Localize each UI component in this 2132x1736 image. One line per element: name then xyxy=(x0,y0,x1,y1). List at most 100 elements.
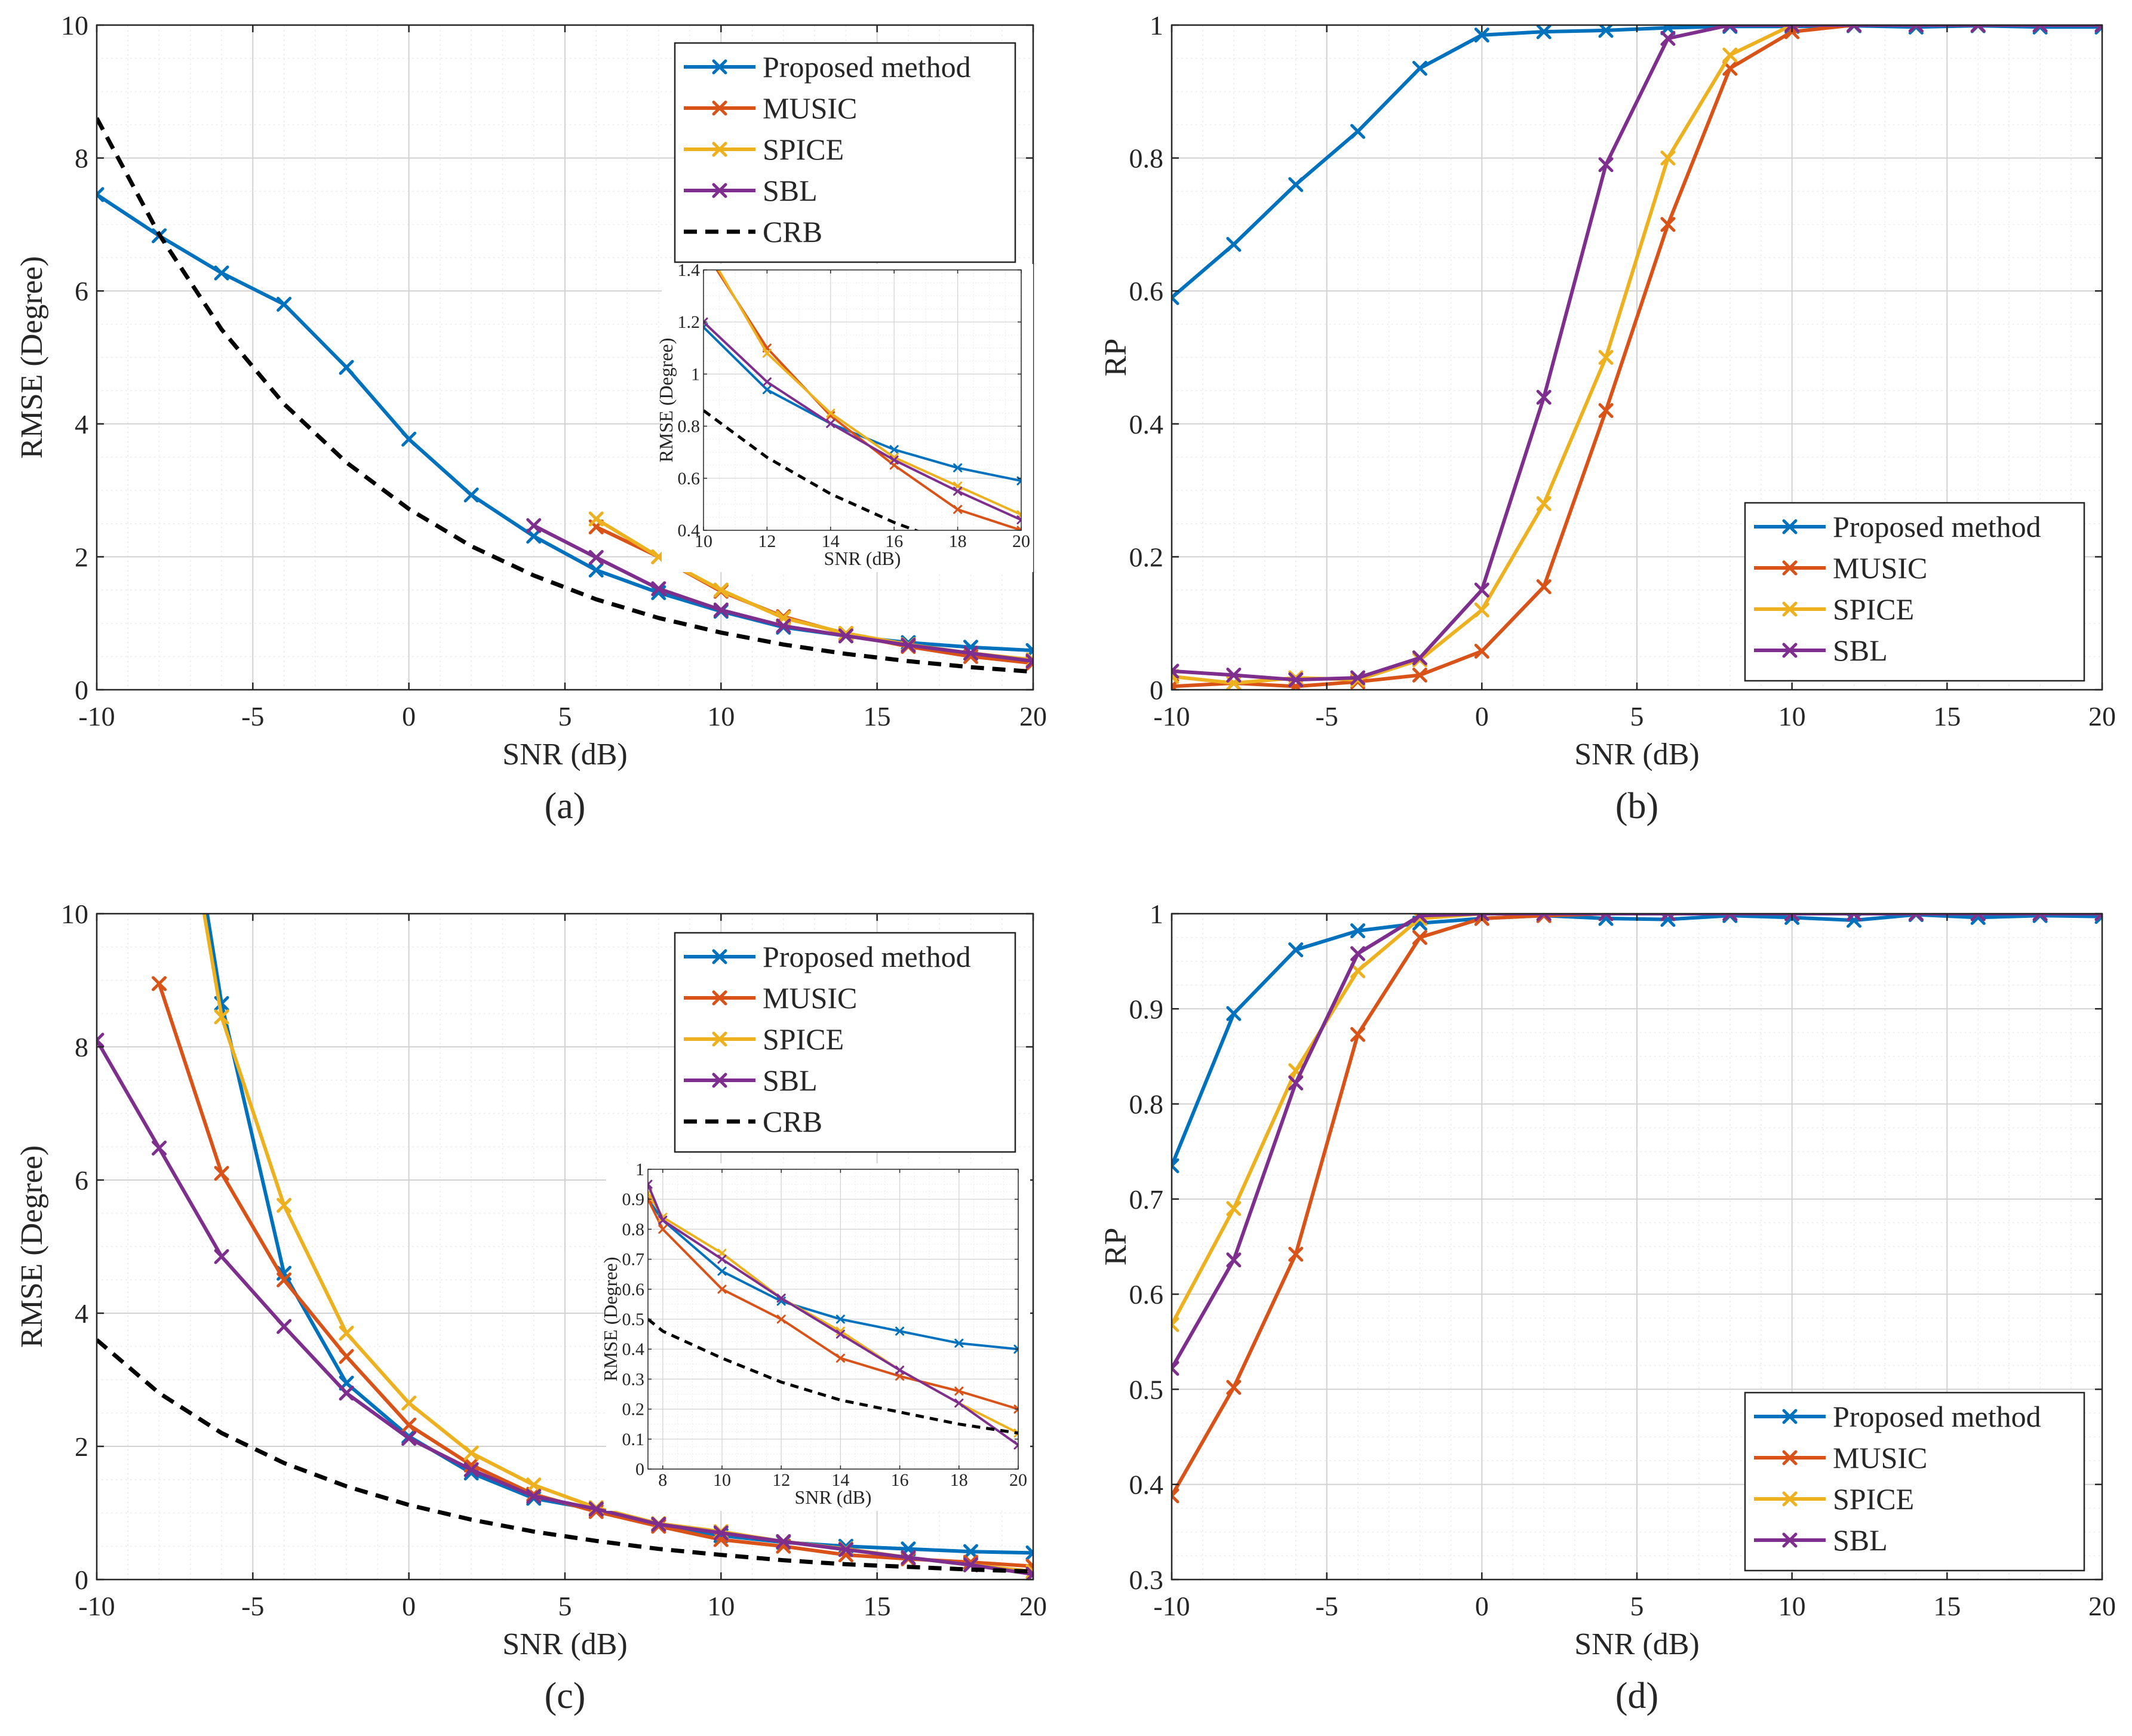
panel-b-point-spice xyxy=(1660,150,1676,166)
panel-c-point-sbl xyxy=(838,1542,853,1557)
panel-c-line-sbl xyxy=(97,1039,1033,1577)
panel-b-point-sbl xyxy=(1288,672,1304,687)
panel-a-inset-point-sbl xyxy=(704,317,708,327)
panel-a-inset-point-sbl xyxy=(889,455,899,465)
panel-d-point-music xyxy=(1350,1027,1366,1042)
panel-b-legend: Proposed method MUSIC SPICE SBL xyxy=(1744,502,2085,682)
panel-a-inset-x-tick-label: 16 xyxy=(885,531,903,551)
panel-c-x-tick-label: 20 xyxy=(1019,1591,1047,1621)
panel-a-inset-y-tick-label: 0.4 xyxy=(678,521,701,540)
panel-b-point-sbl xyxy=(1660,30,1676,46)
panel-a-point-proposed xyxy=(214,265,229,281)
panel-a-point-sbl xyxy=(713,602,729,617)
panel-b-point-sbl xyxy=(2094,25,2102,33)
panel-a-x-tick-label: 5 xyxy=(558,701,572,732)
panel-d-point-spice xyxy=(1226,1201,1242,1216)
panel-a-x-tick-label: 20 xyxy=(1019,701,1047,732)
panel-c-inset-y-tick-label: 1 xyxy=(635,1160,644,1179)
panel-b-point-music xyxy=(1660,217,1676,232)
panel-c-inset-y-tick-label: 0 xyxy=(635,1460,644,1479)
panel-c-point-spice xyxy=(526,1477,542,1493)
panel-b-point-spice xyxy=(1536,496,1552,511)
panel-b-y-tick-label: 0.6 xyxy=(1129,276,1164,306)
panel-a-point-sbl xyxy=(588,550,604,566)
panel-d-point-sbl xyxy=(1970,914,1986,921)
panel-c-inset-point-music xyxy=(717,1285,727,1294)
panel-c-point-sbl xyxy=(901,1550,916,1565)
panel-a-legend-label-crb: CRB xyxy=(763,215,822,248)
panel-c-point-sbl xyxy=(277,1319,292,1334)
panel-a-inset-point-spice xyxy=(826,408,835,418)
panel-c-point-spice xyxy=(463,1445,479,1461)
panel-c-legend-entry-spice: SPICE xyxy=(684,1022,844,1056)
panel-d-point-proposed xyxy=(1288,942,1304,958)
panel-c-point-spice xyxy=(401,1396,417,1411)
panel-d-point-sbl xyxy=(1172,1360,1179,1376)
panel-a-inset-x-tick-label: 12 xyxy=(758,531,776,551)
panel-d-y-tick-label: 0.6 xyxy=(1129,1279,1164,1310)
panel-d-legend-label-spice: SPICE xyxy=(1833,1482,1914,1516)
panel-c-inset-point-spice xyxy=(1013,1428,1018,1438)
panel-a-inset-y-tick-label: 0.8 xyxy=(678,417,701,437)
panel-c-point-sbl xyxy=(214,1249,229,1264)
panel-a-y-tick-label: 6 xyxy=(75,276,88,306)
panel-c-inset-x-axis-label: SNR (dB) xyxy=(795,1486,872,1508)
panel-b-point-proposed xyxy=(1226,236,1242,252)
panel-d-point-music xyxy=(1172,1488,1179,1504)
panel-b-x-tick-label: -5 xyxy=(1316,701,1338,732)
panel-b-point-sbl xyxy=(1536,389,1552,405)
panel-b-series-sbl xyxy=(1172,25,2102,687)
panel-d-legend-label-music: MUSIC xyxy=(1833,1441,1927,1474)
panel-b-point-proposed xyxy=(1288,177,1304,192)
panel-b-x-axis-label: SNR (dB) xyxy=(1574,738,1699,772)
panel-b-point-sbl xyxy=(1226,668,1242,683)
panel-b-point-proposed xyxy=(1660,25,1676,35)
panel-c-label: (c) xyxy=(545,1676,586,1716)
panel-c-inset-y-tick-label: 0.8 xyxy=(622,1219,645,1239)
panel-a-legend-label-spice: SPICE xyxy=(763,133,844,166)
panel-d-x-tick-label: 20 xyxy=(2088,1591,2116,1621)
panel-b-point-sbl xyxy=(1847,25,1862,33)
panel-b-x-tick-label: 5 xyxy=(1630,701,1644,732)
panel-b-line-sbl xyxy=(1172,25,2102,682)
panel-d-legend-label-proposed: Proposed method xyxy=(1833,1400,2041,1433)
panel-c-point-sbl xyxy=(776,1534,791,1549)
panel-a-point-proposed xyxy=(588,563,604,578)
panel-c-inset-y-axis-label: RMSE (Degree) xyxy=(600,1257,621,1382)
panel-c-legend-entry-crb: CRB xyxy=(684,1105,822,1138)
panel-d-point-sbl xyxy=(1908,914,1924,921)
panel-c-inset-x-tick-label: 20 xyxy=(1009,1470,1027,1490)
panel-b-legend-entry-proposed: Proposed method xyxy=(1754,510,2041,543)
panel-c-y-tick-label: 8 xyxy=(75,1032,88,1062)
panel-c-y-tick-label: 10 xyxy=(61,899,88,929)
panel-a-legend: Proposed method MUSIC SPICE SBL CRB xyxy=(674,42,1016,263)
panel-c-inset-line-music xyxy=(648,1199,1018,1411)
panel-c-inset-point-sbl xyxy=(1013,1440,1018,1450)
panel-d-point-proposed xyxy=(2094,914,2102,924)
panel-a-legend-marker-sbl xyxy=(712,183,727,198)
panel-a-legend-label-music: MUSIC xyxy=(763,91,857,125)
panel-b-legend-entry-spice: SPICE xyxy=(1754,592,1914,626)
panel-b-point-music xyxy=(1412,668,1427,683)
panel-b-point-sbl xyxy=(1412,650,1427,666)
panel-c-x-tick-label: 15 xyxy=(864,1591,891,1621)
panel-d-label: (d) xyxy=(1615,1676,1658,1716)
panel-a-point-sbl xyxy=(651,581,666,597)
panel-c-inset-point-music xyxy=(1013,1405,1018,1414)
panel-d-legend-entry-spice: SPICE xyxy=(1754,1482,1914,1516)
panel-c-legend-marker-spice xyxy=(712,1031,727,1047)
panel-a-point-proposed xyxy=(463,487,479,503)
panel-c-point-music xyxy=(401,1417,417,1433)
panel-b-legend-marker-proposed xyxy=(1782,519,1798,534)
panel-b-y-tick-label: 0.8 xyxy=(1129,143,1164,174)
panel-c-inset-x-tick-label: 12 xyxy=(772,1470,790,1490)
panel-b-y-tick-label: 1 xyxy=(1150,10,1163,41)
panel-d-legend-marker-proposed xyxy=(1782,1409,1798,1424)
panel-c-series-sbl xyxy=(97,1033,1033,1580)
panel-a-point-sbl xyxy=(1025,653,1033,669)
panel-b-y-tick-label: 0 xyxy=(1150,675,1163,705)
panel-d-x-tick-label: 0 xyxy=(1475,1591,1489,1621)
panel-a-legend-entry-sbl: SBL xyxy=(684,174,818,207)
panel-a-inset-axes: 10 12 14 16 18 20 0.4 0.6 0.8 1 1.2 1.4 SNR (dB) RMSE… xyxy=(655,260,1030,569)
